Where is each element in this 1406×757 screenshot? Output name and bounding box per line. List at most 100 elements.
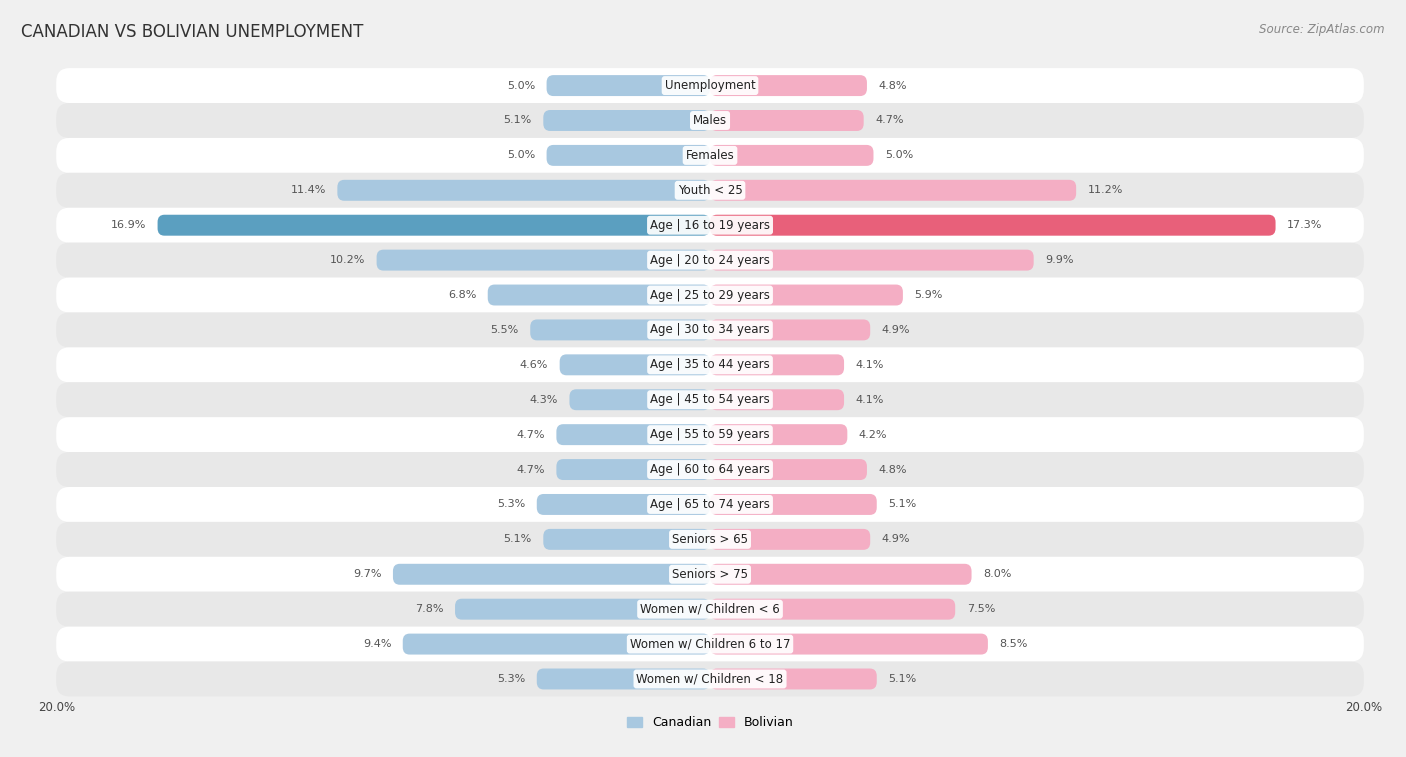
FancyBboxPatch shape xyxy=(543,529,710,550)
Text: 5.1%: 5.1% xyxy=(503,534,531,544)
FancyBboxPatch shape xyxy=(710,110,863,131)
FancyBboxPatch shape xyxy=(56,103,1364,138)
FancyBboxPatch shape xyxy=(537,494,710,515)
Text: 8.5%: 8.5% xyxy=(1000,639,1028,649)
FancyBboxPatch shape xyxy=(547,75,710,96)
Text: Women w/ Children < 18: Women w/ Children < 18 xyxy=(637,672,783,686)
FancyBboxPatch shape xyxy=(537,668,710,690)
Text: Age | 60 to 64 years: Age | 60 to 64 years xyxy=(650,463,770,476)
Text: CANADIAN VS BOLIVIAN UNEMPLOYMENT: CANADIAN VS BOLIVIAN UNEMPLOYMENT xyxy=(21,23,364,41)
FancyBboxPatch shape xyxy=(710,529,870,550)
FancyBboxPatch shape xyxy=(557,459,710,480)
FancyBboxPatch shape xyxy=(56,173,1364,207)
FancyBboxPatch shape xyxy=(392,564,710,584)
Text: Women w/ Children 6 to 17: Women w/ Children 6 to 17 xyxy=(630,637,790,650)
FancyBboxPatch shape xyxy=(710,634,988,655)
Text: 4.8%: 4.8% xyxy=(879,80,907,91)
Text: 5.0%: 5.0% xyxy=(508,80,536,91)
FancyBboxPatch shape xyxy=(56,347,1364,382)
FancyBboxPatch shape xyxy=(530,319,710,341)
FancyBboxPatch shape xyxy=(710,145,873,166)
Text: 4.1%: 4.1% xyxy=(855,394,884,405)
Text: 10.2%: 10.2% xyxy=(330,255,366,265)
FancyBboxPatch shape xyxy=(56,382,1364,417)
Text: 7.5%: 7.5% xyxy=(967,604,995,614)
Text: 4.1%: 4.1% xyxy=(855,360,884,370)
Text: 7.8%: 7.8% xyxy=(415,604,444,614)
FancyBboxPatch shape xyxy=(710,75,868,96)
Text: 5.9%: 5.9% xyxy=(914,290,942,300)
Text: 4.7%: 4.7% xyxy=(875,116,904,126)
Text: 17.3%: 17.3% xyxy=(1286,220,1323,230)
FancyBboxPatch shape xyxy=(377,250,710,270)
FancyBboxPatch shape xyxy=(56,557,1364,592)
Text: 5.1%: 5.1% xyxy=(889,674,917,684)
Text: 4.7%: 4.7% xyxy=(516,430,546,440)
Text: 4.3%: 4.3% xyxy=(530,394,558,405)
Text: 4.2%: 4.2% xyxy=(859,430,887,440)
Text: Age | 30 to 34 years: Age | 30 to 34 years xyxy=(650,323,770,336)
Text: 11.4%: 11.4% xyxy=(291,185,326,195)
Text: Age | 45 to 54 years: Age | 45 to 54 years xyxy=(650,393,770,407)
Text: 5.0%: 5.0% xyxy=(884,151,912,160)
FancyBboxPatch shape xyxy=(402,634,710,655)
FancyBboxPatch shape xyxy=(557,424,710,445)
FancyBboxPatch shape xyxy=(56,522,1364,557)
Text: Males: Males xyxy=(693,114,727,127)
Text: 9.9%: 9.9% xyxy=(1045,255,1074,265)
Text: 9.7%: 9.7% xyxy=(353,569,381,579)
Text: Females: Females xyxy=(686,149,734,162)
FancyBboxPatch shape xyxy=(710,354,844,375)
FancyBboxPatch shape xyxy=(543,110,710,131)
FancyBboxPatch shape xyxy=(710,319,870,341)
FancyBboxPatch shape xyxy=(710,459,868,480)
FancyBboxPatch shape xyxy=(710,668,877,690)
FancyBboxPatch shape xyxy=(56,417,1364,452)
Text: Age | 55 to 59 years: Age | 55 to 59 years xyxy=(650,428,770,441)
FancyBboxPatch shape xyxy=(56,592,1364,627)
FancyBboxPatch shape xyxy=(56,452,1364,487)
FancyBboxPatch shape xyxy=(547,145,710,166)
FancyBboxPatch shape xyxy=(56,68,1364,103)
Text: 4.8%: 4.8% xyxy=(879,465,907,475)
Text: Age | 65 to 74 years: Age | 65 to 74 years xyxy=(650,498,770,511)
Text: Age | 16 to 19 years: Age | 16 to 19 years xyxy=(650,219,770,232)
Text: 5.1%: 5.1% xyxy=(503,116,531,126)
Text: 5.3%: 5.3% xyxy=(498,674,526,684)
Text: Seniors > 65: Seniors > 65 xyxy=(672,533,748,546)
Text: Seniors > 75: Seniors > 75 xyxy=(672,568,748,581)
FancyBboxPatch shape xyxy=(56,627,1364,662)
Text: 4.7%: 4.7% xyxy=(516,465,546,475)
FancyBboxPatch shape xyxy=(56,313,1364,347)
FancyBboxPatch shape xyxy=(710,494,877,515)
FancyBboxPatch shape xyxy=(710,424,848,445)
FancyBboxPatch shape xyxy=(337,180,710,201)
FancyBboxPatch shape xyxy=(56,662,1364,696)
Text: Age | 25 to 29 years: Age | 25 to 29 years xyxy=(650,288,770,301)
Text: 16.9%: 16.9% xyxy=(111,220,146,230)
FancyBboxPatch shape xyxy=(710,250,1033,270)
Legend: Canadian, Bolivian: Canadian, Bolivian xyxy=(621,711,799,734)
FancyBboxPatch shape xyxy=(56,138,1364,173)
FancyBboxPatch shape xyxy=(710,389,844,410)
Text: 4.9%: 4.9% xyxy=(882,325,910,335)
Text: 5.5%: 5.5% xyxy=(491,325,519,335)
Text: Source: ZipAtlas.com: Source: ZipAtlas.com xyxy=(1260,23,1385,36)
Text: 5.0%: 5.0% xyxy=(508,151,536,160)
FancyBboxPatch shape xyxy=(56,278,1364,313)
Text: 6.8%: 6.8% xyxy=(449,290,477,300)
FancyBboxPatch shape xyxy=(56,487,1364,522)
FancyBboxPatch shape xyxy=(157,215,710,235)
FancyBboxPatch shape xyxy=(710,599,955,620)
Text: Age | 20 to 24 years: Age | 20 to 24 years xyxy=(650,254,770,266)
FancyBboxPatch shape xyxy=(569,389,710,410)
FancyBboxPatch shape xyxy=(710,285,903,306)
Text: Women w/ Children < 6: Women w/ Children < 6 xyxy=(640,603,780,615)
FancyBboxPatch shape xyxy=(710,564,972,584)
FancyBboxPatch shape xyxy=(710,215,1275,235)
FancyBboxPatch shape xyxy=(56,207,1364,243)
Text: 11.2%: 11.2% xyxy=(1088,185,1123,195)
Text: 5.1%: 5.1% xyxy=(889,500,917,509)
Text: Youth < 25: Youth < 25 xyxy=(678,184,742,197)
Text: 4.9%: 4.9% xyxy=(882,534,910,544)
